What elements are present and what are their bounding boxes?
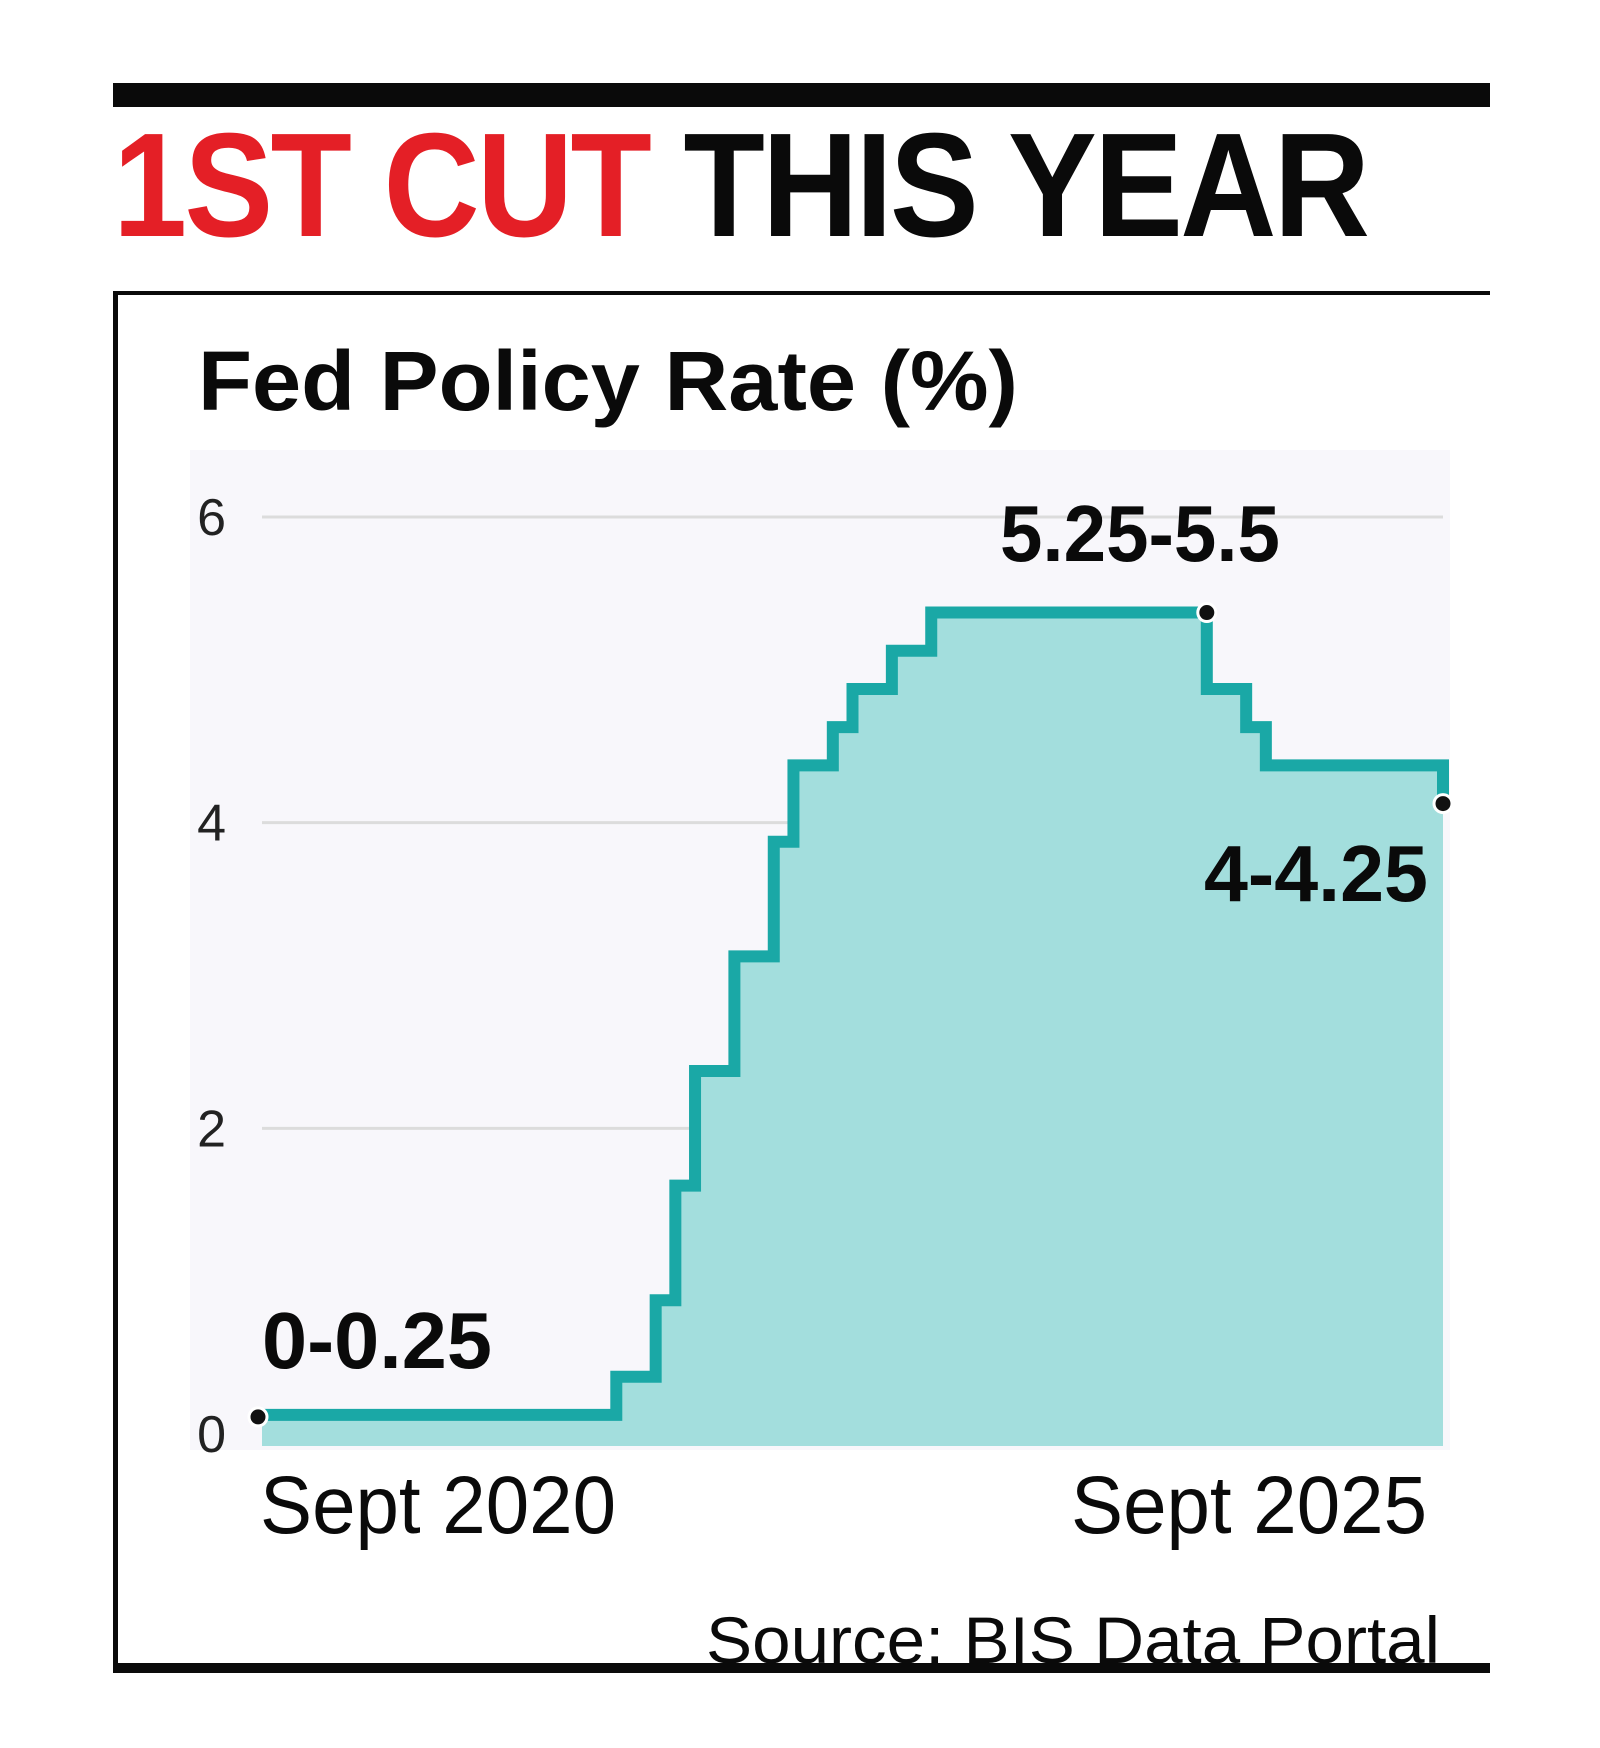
rate-step-line — [262, 606, 1449, 1421]
annotation-marker — [1432, 793, 1454, 815]
annotation-marker — [247, 1406, 269, 1428]
x-tick-label: Sept 2020 — [260, 1460, 616, 1551]
annotation-label: 0-0.25 — [262, 1296, 492, 1385]
y-tick-label: 2 — [197, 1100, 226, 1158]
y-axis-ticks: 0 2 4 6 — [197, 489, 226, 1464]
rate-area — [262, 612, 1443, 1446]
y-tick-label: 6 — [197, 489, 226, 547]
headline-highlight: 1ST CUT — [113, 103, 652, 268]
y-tick-label: 4 — [197, 795, 226, 853]
top-rule — [113, 83, 1490, 107]
annotation-label: 4-4.25 — [1204, 829, 1428, 918]
x-tick-label: Sept 2025 — [1071, 1460, 1427, 1551]
x-axis-ticks: Sept 2020 Sept 2025 — [260, 1460, 1427, 1551]
chart-title: Fed Policy Rate (%) — [198, 334, 1018, 428]
annotation-label: 5.25-5.5 — [1000, 489, 1280, 578]
source-note: Source: BIS Data Portal — [706, 1603, 1440, 1677]
annotations: 0-0.25 5.25-5.5 4-4.25 — [262, 489, 1428, 1385]
headline-rest: THIS YEAR — [683, 103, 1369, 268]
y-tick-label: 0 — [197, 1406, 226, 1464]
headline: 1ST CUT THIS YEAR — [113, 112, 1370, 260]
annotation-marker — [1196, 602, 1218, 624]
end-markers — [247, 602, 1454, 1428]
chart-frame — [113, 291, 1490, 1673]
